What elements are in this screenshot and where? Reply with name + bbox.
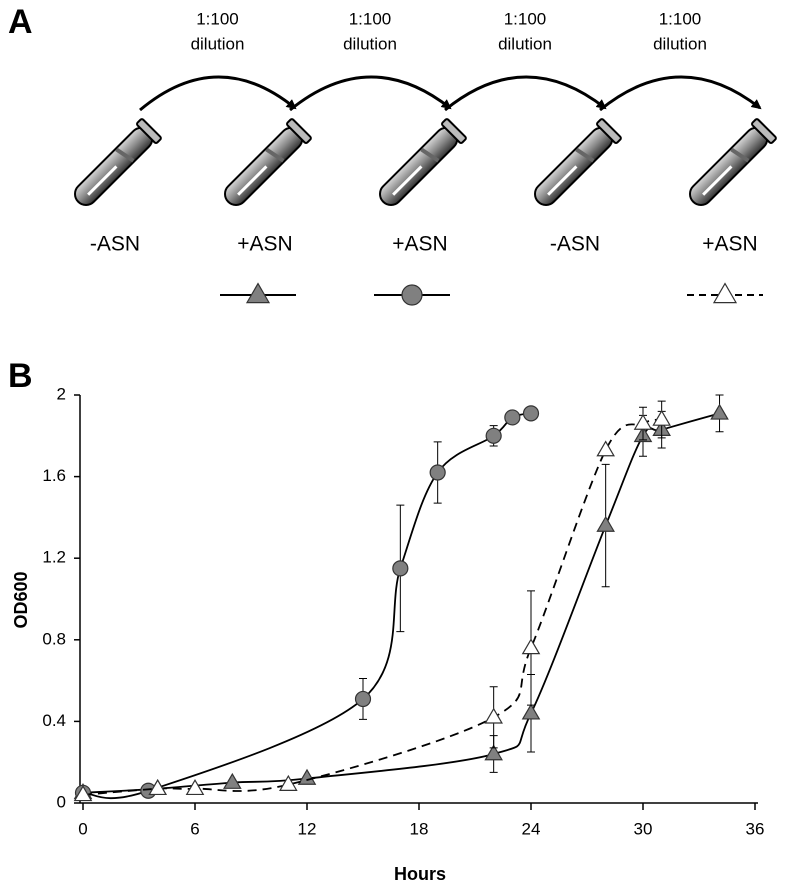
y-tick-label: 0	[57, 792, 66, 811]
x-tick-label: 6	[190, 819, 199, 838]
y-tick-label: 1.2	[42, 548, 66, 567]
data-point	[354, 690, 372, 708]
x-tick-label: 36	[746, 819, 765, 838]
tube-liquid	[547, 165, 578, 196]
tube-rim	[596, 118, 622, 144]
data-point	[522, 405, 540, 422]
data-point	[484, 744, 503, 761]
data-point	[633, 413, 653, 430]
dilution-label: dilution	[498, 34, 552, 53]
panel-label: A	[8, 3, 33, 41]
condition-label: +ASN	[237, 233, 292, 256]
y-tick-label: 0.4	[42, 711, 66, 730]
tube-liquid	[87, 165, 118, 196]
dilution-label: 1:100	[349, 9, 392, 28]
x-tick-label: 30	[634, 819, 653, 838]
tube-body	[379, 126, 459, 206]
tube-rim	[286, 118, 312, 144]
tube-stripe	[730, 147, 750, 163]
x-tick-label: 12	[298, 819, 317, 838]
data-point	[521, 703, 541, 720]
data-point	[429, 464, 446, 481]
series-line	[82, 412, 532, 800]
data-point	[73, 785, 93, 802]
tube-stripe	[265, 147, 285, 163]
data-point	[596, 515, 615, 532]
data-point	[652, 409, 671, 426]
test-tube	[224, 118, 312, 206]
dilution-label: dilution	[343, 34, 397, 53]
x-axis-title: Hours	[394, 864, 446, 884]
data-point	[485, 427, 502, 444]
x-tick-label: 24	[522, 819, 541, 838]
y-tick-label: 0.8	[42, 629, 66, 648]
tube-stripe	[115, 147, 135, 163]
dilution-label: dilution	[191, 34, 245, 53]
data-point	[279, 774, 298, 791]
dilution-label: 1:100	[504, 9, 547, 28]
dilution-arrow	[139, 75, 297, 112]
condition-label: +ASN	[702, 233, 757, 256]
condition-label: -ASN	[90, 233, 140, 256]
data-point	[223, 772, 242, 789]
data-point	[148, 778, 167, 796]
test-tube	[534, 118, 622, 206]
data-point	[504, 409, 521, 426]
dilution-label: 1:100	[196, 9, 239, 28]
series-line	[82, 412, 720, 794]
y-tick-label: 2	[57, 384, 66, 403]
tube-stripe	[420, 147, 440, 163]
dilution-arrow	[289, 75, 452, 112]
legend-marker	[401, 284, 423, 306]
tube-rim	[441, 118, 467, 144]
dilution-arrow	[599, 75, 762, 112]
dilution-label: 1:100	[659, 9, 702, 28]
data-point	[710, 403, 729, 420]
data-point	[596, 440, 615, 457]
legend-marker	[245, 282, 271, 304]
panel-label: B	[8, 357, 33, 395]
data-point	[392, 560, 409, 577]
y-tick-label: 1.6	[42, 466, 66, 485]
legend-marker	[712, 282, 738, 304]
condition-label: -ASN	[550, 233, 600, 256]
tube-body	[534, 126, 614, 206]
tube-stripe	[575, 147, 595, 163]
data-point	[521, 638, 541, 655]
y-axis-title: OD600	[11, 571, 31, 628]
tube-body	[689, 126, 769, 206]
data-point	[484, 707, 503, 724]
dilution-label: dilution	[653, 34, 707, 53]
test-tube	[689, 118, 777, 206]
data-point	[185, 778, 205, 796]
tube-liquid	[702, 165, 733, 196]
tube-body	[74, 126, 154, 206]
data-point	[297, 768, 317, 785]
condition-label: +ASN	[392, 233, 447, 256]
tube-liquid	[237, 165, 268, 196]
tube-liquid	[392, 165, 423, 196]
tube-body	[224, 126, 304, 206]
dilution-arrow	[444, 75, 607, 112]
tube-rim	[751, 118, 777, 144]
x-tick-label: 18	[410, 819, 429, 838]
tube-rim	[136, 118, 162, 144]
test-tube	[379, 118, 467, 206]
test-tube	[74, 118, 162, 206]
x-tick-label: 0	[78, 819, 87, 838]
